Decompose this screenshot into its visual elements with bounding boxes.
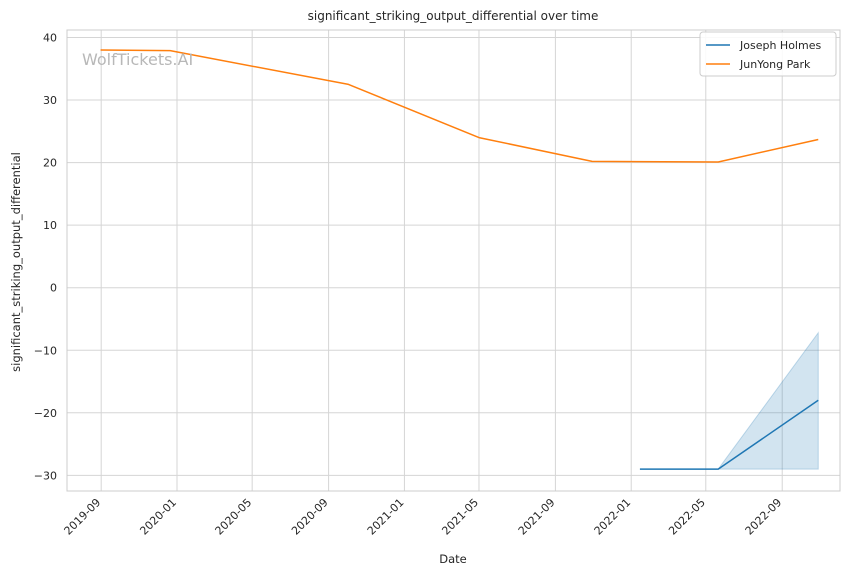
- y-tick-label: 10: [43, 219, 57, 232]
- grid: [67, 30, 840, 491]
- y-tick-label: 30: [43, 94, 57, 107]
- series-line: [100, 49, 819, 163]
- y-axis-label: significant_striking_output_differential: [9, 152, 23, 372]
- y-tick-label: −20: [34, 407, 57, 420]
- watermark: WolfTickets.AI: [82, 50, 193, 69]
- confidence-band: [717, 331, 819, 470]
- x-tick-label: 2019-09: [62, 496, 104, 538]
- confidence-bands: [717, 331, 819, 470]
- legend-box: [699, 31, 837, 77]
- x-tick-label: 2022-01: [592, 496, 634, 538]
- series-line: [639, 399, 819, 470]
- y-tick-label: 40: [43, 32, 57, 45]
- chart-title: significant_striking_output_differential…: [308, 9, 599, 23]
- x-tick-label: 2021-05: [439, 496, 481, 538]
- x-tick-label: 2020-09: [289, 496, 331, 538]
- y-tick-label: −30: [34, 469, 57, 482]
- plot-frame: [66, 29, 841, 492]
- x-tick-label: 2022-05: [666, 496, 708, 538]
- x-tick-label: 2021-09: [516, 496, 558, 538]
- legend-label-junyong-park: JunYong Park: [739, 58, 811, 71]
- y-tick-labels: −30 −20 −10 0 10 20 30 40: [34, 32, 57, 483]
- y-tick-label: 20: [43, 157, 57, 170]
- x-tick-label: 2021-01: [365, 496, 407, 538]
- plot-area-border: [66, 29, 841, 492]
- x-tick-label: 2020-01: [137, 496, 179, 538]
- x-tick-labels: 2019-09 2020-01 2020-05 2020-09 2021-01 2021-…: [62, 496, 785, 538]
- legend-label-joseph-holmes: Joseph Holmes: [739, 39, 821, 52]
- x-tick-label: 2022-09: [743, 496, 785, 538]
- y-tick-label: −10: [34, 344, 57, 357]
- x-tick-label: 2020-05: [213, 496, 255, 538]
- y-tick-label: 0: [50, 282, 57, 295]
- legend: Joseph Holmes JunYong Park: [699, 31, 837, 77]
- series-lines: [100, 49, 819, 470]
- x-axis-label: Date: [439, 552, 467, 566]
